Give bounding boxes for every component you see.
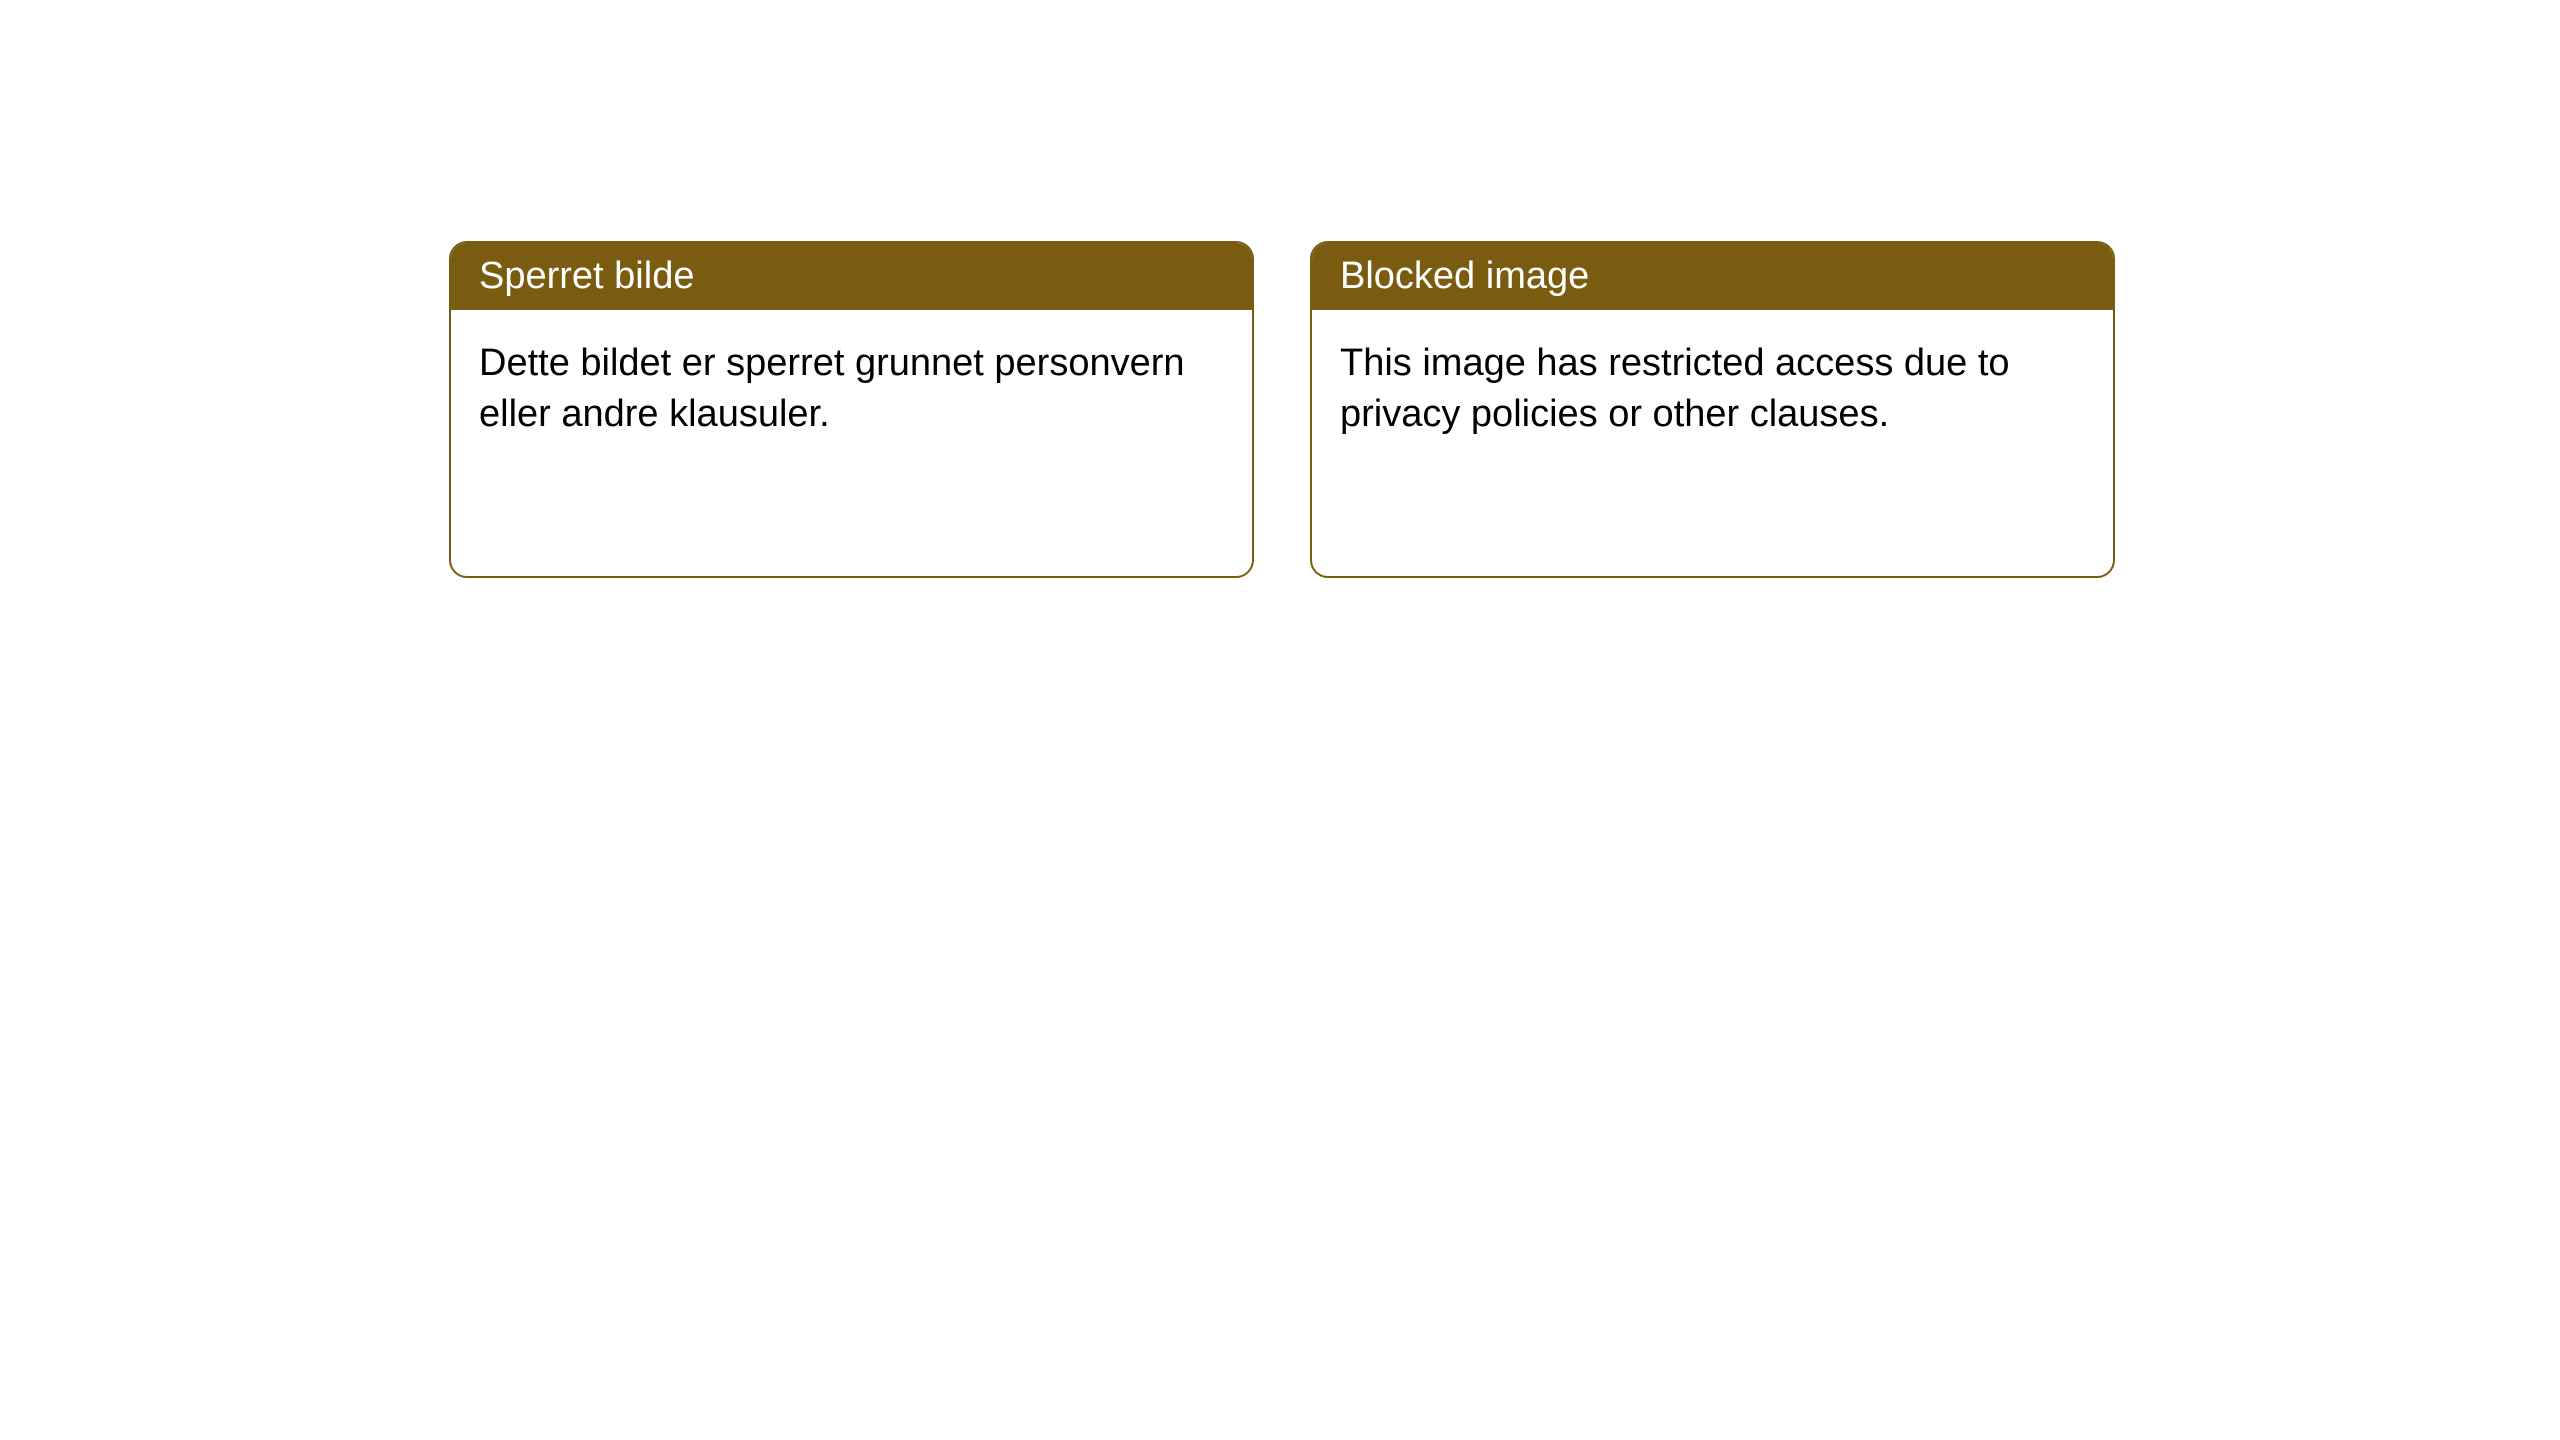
notice-card-english: Blocked image This image has restricted … (1310, 241, 2115, 578)
notice-card-header: Sperret bilde (451, 243, 1252, 310)
notice-card-norwegian: Sperret bilde Dette bildet er sperret gr… (449, 241, 1254, 578)
notice-card-container: Sperret bilde Dette bildet er sperret gr… (449, 241, 2115, 578)
notice-card-header: Blocked image (1312, 243, 2113, 310)
notice-card-body: Dette bildet er sperret grunnet personve… (451, 310, 1252, 469)
notice-card-body: This image has restricted access due to … (1312, 310, 2113, 469)
